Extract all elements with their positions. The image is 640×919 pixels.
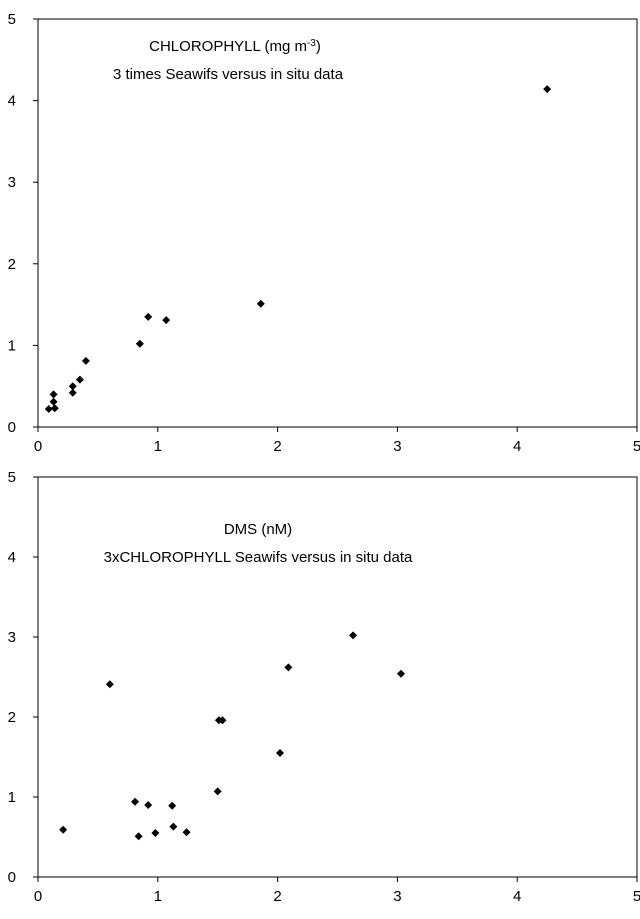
y-tick-label: 4 <box>8 93 16 110</box>
y-tick-label: 3 <box>8 174 16 191</box>
x-tick-label: 5 <box>633 888 640 905</box>
y-tick-label: 4 <box>8 549 16 566</box>
chart-subtitle: 3 times Seawifs versus in situ data <box>113 66 344 83</box>
point <box>168 801 177 810</box>
y-tick-label: 0 <box>8 869 16 886</box>
y-tick-label: 2 <box>8 256 16 273</box>
point <box>349 631 358 640</box>
x-tick-label: 4 <box>513 888 521 905</box>
point <box>44 405 53 414</box>
x-tick-label: 3 <box>393 438 401 455</box>
point <box>105 680 114 689</box>
point <box>68 382 77 391</box>
chart-subtitle: 3xCHLOROPHYLL Seawifs versus in situ dat… <box>104 549 413 566</box>
point <box>151 829 160 837</box>
point <box>169 822 178 831</box>
title-part: ) <box>316 38 321 55</box>
point <box>50 404 59 413</box>
plot-frame <box>37 476 638 878</box>
y-tick-label: 1 <box>8 337 16 354</box>
y-tick-label: 5 <box>8 469 16 486</box>
title-part: CHLOROPHYLL (mg m <box>149 38 307 55</box>
point <box>134 832 143 841</box>
point <box>275 749 284 757</box>
chart-title: CHLOROPHYLL (mg m-3) <box>149 38 321 56</box>
point <box>49 390 58 399</box>
point <box>218 716 227 725</box>
point <box>144 801 153 809</box>
x-tick-label: 1 <box>154 888 162 905</box>
x-tick-label: 5 <box>633 438 640 455</box>
point <box>49 397 58 406</box>
x-tick-label: 3 <box>393 888 401 905</box>
point <box>131 797 140 806</box>
point <box>256 299 265 308</box>
point <box>543 85 552 94</box>
point <box>396 669 405 678</box>
point <box>75 375 84 384</box>
point <box>284 663 293 672</box>
chart-title: DMS (nM) <box>224 521 292 538</box>
title-part: -3 <box>307 38 316 49</box>
point <box>162 316 171 325</box>
point <box>68 388 77 397</box>
point <box>81 356 90 365</box>
x-tick-label: 0 <box>34 888 42 905</box>
x-tick-label: 1 <box>154 438 162 455</box>
title-part: DMS (nM) <box>224 521 292 538</box>
y-tick-label: 3 <box>8 629 16 646</box>
y-tick-label: 5 <box>8 11 16 28</box>
point <box>213 787 222 796</box>
point <box>182 828 191 837</box>
point <box>144 312 153 321</box>
x-tick-label: 2 <box>273 438 281 455</box>
x-tick-label: 4 <box>513 438 521 455</box>
point <box>59 825 68 834</box>
y-tick-label: 2 <box>8 709 16 726</box>
plot-frame <box>37 18 638 428</box>
x-tick-label: 0 <box>34 438 42 455</box>
y-tick-label: 1 <box>8 789 16 806</box>
point <box>135 339 144 348</box>
y-tick-label: 0 <box>8 419 16 436</box>
x-tick-label: 2 <box>273 888 281 905</box>
